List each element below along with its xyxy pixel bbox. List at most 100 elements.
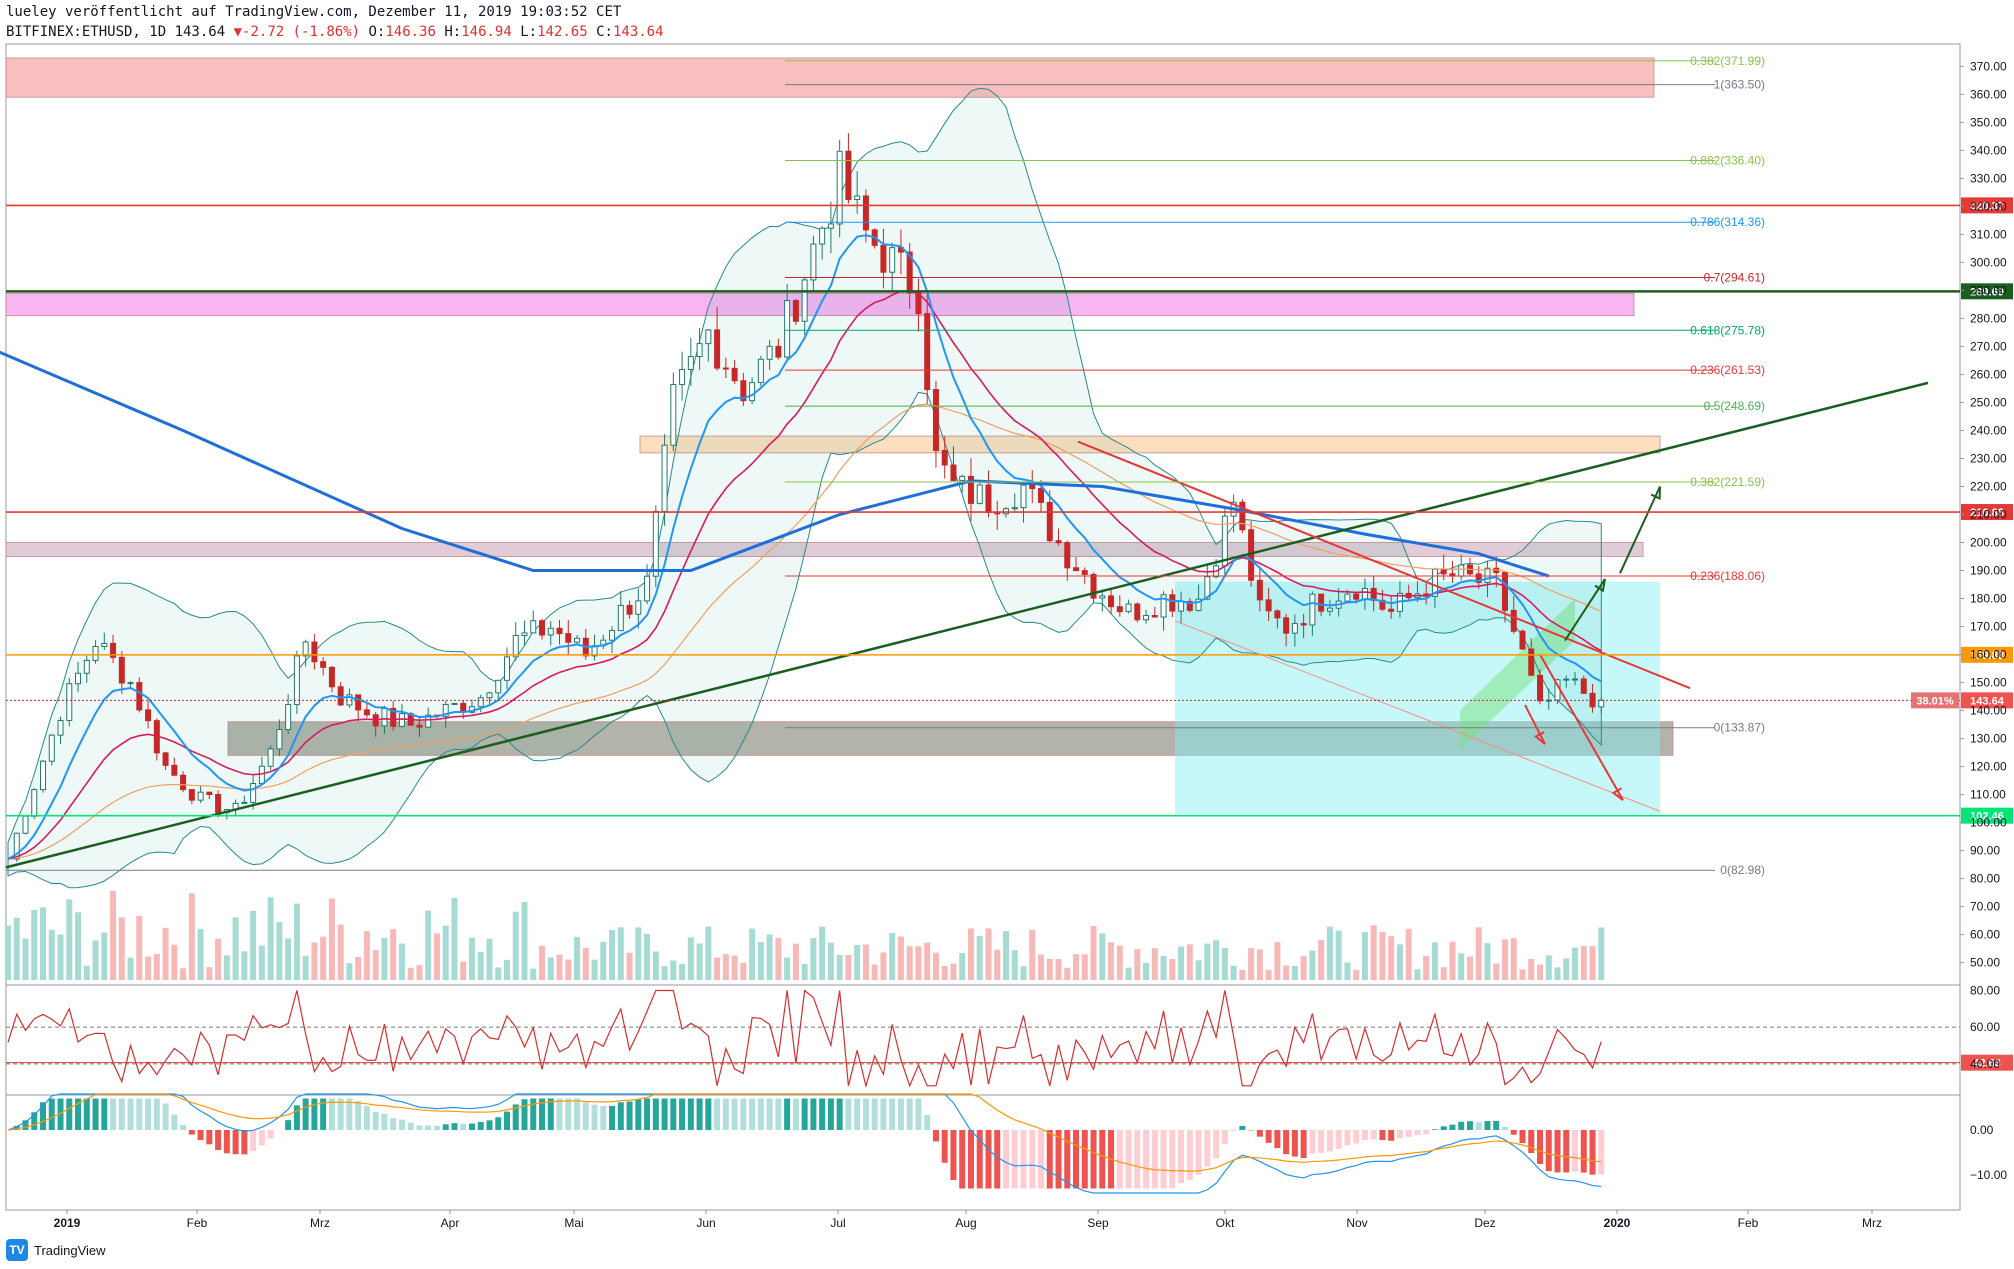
macd-histogram-bar [740, 1098, 747, 1130]
volume-bar [451, 897, 458, 980]
volume-bar [206, 967, 213, 980]
volume-bar [1125, 967, 1132, 980]
price-tick: 190.00 [1970, 564, 2007, 578]
candle-body [775, 345, 782, 358]
volume-bar [635, 927, 642, 980]
macd-histogram-bar [503, 1111, 510, 1130]
candle-body [1239, 501, 1246, 531]
macd-histogram-bar [539, 1098, 546, 1130]
high-label: H: [444, 24, 462, 40]
macd-histogram-bar [328, 1098, 335, 1130]
close-label: C: [596, 24, 613, 40]
resistance-trendline [1077, 440, 1691, 690]
volume-bar [1116, 945, 1123, 980]
volume-bar [1143, 962, 1150, 980]
macd-histogram-bar [766, 1098, 773, 1130]
volume-bar [1291, 966, 1298, 980]
macd-histogram-bar [1388, 1130, 1395, 1141]
macd-histogram-bar [302, 1098, 309, 1130]
volume-bar [1537, 964, 1543, 980]
macd-histogram-bar [897, 1098, 904, 1130]
macd-histogram-bar [1239, 1125, 1246, 1130]
volume-bar [1563, 958, 1570, 980]
tradingview-logo-icon: TV [6, 1239, 28, 1261]
volume-bar [1221, 947, 1228, 980]
volume-bar [775, 938, 782, 980]
macd-histogram-bar [915, 1098, 922, 1130]
macd-histogram-bar [1090, 1130, 1097, 1189]
volume-bar [757, 942, 764, 980]
zone-0 [5, 57, 1655, 98]
macd-histogram-bar [1589, 1130, 1596, 1175]
volume-bar [1055, 959, 1062, 980]
macd-histogram-bar [390, 1118, 397, 1130]
macd-histogram-bar [1423, 1130, 1430, 1135]
candle-body [749, 382, 756, 402]
candle-body [1300, 623, 1307, 626]
price-tick: 230.00 [1970, 451, 2007, 465]
price-tick: 310.00 [1970, 227, 2007, 241]
macd-histogram-bar [267, 1130, 274, 1139]
volume-bar [1501, 939, 1508, 980]
macd-histogram-bar [845, 1098, 852, 1130]
macd-histogram-bar [932, 1130, 939, 1142]
candle-body [328, 666, 335, 688]
volume-bar [1151, 948, 1158, 980]
candle-body [1265, 599, 1272, 612]
macd-histogram-bar [486, 1120, 493, 1130]
price-tick: 70.00 [1970, 900, 2000, 914]
macd-histogram-bar [250, 1130, 257, 1152]
volume-bar [1572, 947, 1579, 980]
volume-bar [1274, 942, 1281, 980]
volume-bar [13, 917, 20, 980]
volume-bar [416, 965, 423, 980]
ema-blue-line [7, 234, 1602, 860]
volume-bar [1554, 967, 1561, 980]
macd-histogram-bar [285, 1120, 292, 1130]
volume-bar [162, 927, 169, 980]
candle-body [320, 661, 327, 668]
volume-bar [1580, 946, 1587, 980]
macd-histogram-bar [705, 1098, 712, 1130]
volume-bar [609, 930, 616, 980]
macd-histogram-bar [215, 1130, 222, 1150]
macd-histogram-bar [512, 1104, 519, 1130]
level-tag [1961, 807, 2013, 824]
level-tag-label: 102.46 [1970, 811, 2004, 823]
volume-bar [171, 944, 178, 980]
macd-histogram-bar [722, 1098, 729, 1130]
projection-arrow-head [1534, 731, 1546, 745]
time-tick: Aug [955, 1216, 976, 1230]
candle-body [1283, 617, 1290, 634]
volume-bar [48, 929, 55, 980]
macd-histogram-bar [889, 1098, 896, 1130]
volume-bar [381, 937, 388, 980]
macd-histogram-bar [1598, 1130, 1605, 1175]
volume-bar [617, 927, 624, 980]
candle-body [845, 150, 852, 200]
open-label: O: [368, 24, 386, 40]
candle-body [880, 244, 887, 273]
macd-histogram-bar [1073, 1130, 1080, 1189]
candle-body [381, 707, 388, 727]
volume-bar [311, 942, 318, 980]
candle-body [1291, 623, 1298, 634]
candle-body [75, 672, 82, 685]
level-tag [1961, 646, 2013, 663]
level-tag [1961, 504, 2013, 521]
volume-bar [232, 917, 239, 980]
volume-bar [1598, 927, 1605, 980]
macd-histogram-bar [985, 1130, 992, 1189]
candle-body [1458, 564, 1465, 577]
publish-info: lueley veröffentlicht auf TradingView.co… [6, 4, 622, 20]
volume-bar [1108, 942, 1115, 980]
macd-histogram-bar [924, 1115, 931, 1130]
macd-histogram-bar [1361, 1130, 1368, 1141]
volume-bar [250, 910, 257, 980]
macd-histogram-bar [1335, 1130, 1342, 1149]
macd-histogram-bar [1125, 1130, 1132, 1189]
level-tag [1961, 197, 2013, 214]
candle-body [1256, 579, 1263, 601]
candle-body [941, 449, 948, 466]
